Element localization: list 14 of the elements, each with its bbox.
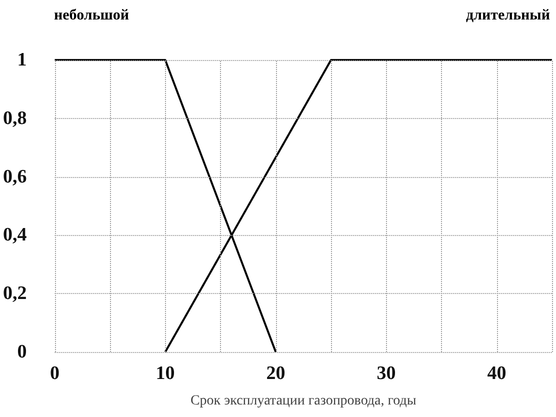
y-tick-label: 0,4 bbox=[3, 224, 28, 246]
text: небольшой bbox=[54, 8, 130, 24]
y-tick-label: 0,6 bbox=[3, 166, 27, 188]
x-axis-title: Срок эксплуатации газопровода, годы bbox=[190, 394, 417, 408]
y-tick-label: 0,2 bbox=[3, 283, 27, 304]
x-tick-label: 0 bbox=[50, 363, 60, 384]
x-tick-label: 30 bbox=[376, 363, 396, 384]
y-tick-label: 0 bbox=[17, 342, 27, 362]
y-tick-label: 1 bbox=[17, 50, 27, 70]
y-tick-label: 0,8 bbox=[3, 108, 27, 129]
text: длительный bbox=[466, 8, 550, 24]
x-tick-label: 10 bbox=[156, 363, 175, 384]
x-tick-label: 40 bbox=[487, 363, 506, 384]
x-tick-label: 20 bbox=[266, 363, 286, 384]
